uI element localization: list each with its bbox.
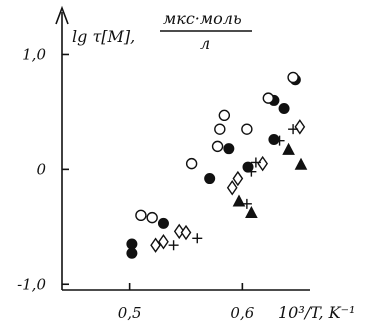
open-circle-point xyxy=(262,92,274,104)
open-diamond-point xyxy=(150,237,161,253)
filled-circle-point xyxy=(157,217,169,229)
y-axis-unit-denominator: л xyxy=(200,34,210,53)
filled-circle-point xyxy=(278,102,290,114)
axes xyxy=(55,5,310,291)
open-diamond-point xyxy=(232,170,244,187)
plus-point xyxy=(274,135,285,146)
x-tick-label: 0,5 xyxy=(118,304,142,322)
filled-circle-point xyxy=(268,133,280,145)
x-tick-label: 0,6 xyxy=(230,304,254,322)
filled-triangle-point xyxy=(294,157,308,170)
y-axis-label: lg τ[M], xyxy=(72,27,135,46)
open-circle-point xyxy=(211,140,224,153)
x-ticks: 0,5 0,6 xyxy=(118,283,255,322)
y-ticks: 1,0 0 -1,0 xyxy=(17,45,69,293)
open-diamond-point xyxy=(180,224,192,241)
plus-point xyxy=(246,166,257,177)
open-circle-point xyxy=(214,123,226,135)
filled-triangle-point xyxy=(232,194,246,207)
filled-circle-point xyxy=(204,173,216,185)
filled-triangle-point xyxy=(245,205,258,219)
y-tick-label: 1,0 xyxy=(22,45,46,63)
y-tick-label: 0 xyxy=(36,160,46,178)
open-circle-point xyxy=(241,123,253,135)
open-diamond-point xyxy=(257,155,269,172)
filled-circle-point xyxy=(126,238,138,250)
open-diamond-point xyxy=(226,180,238,196)
open-circle-point xyxy=(218,109,231,122)
open-diamond-point xyxy=(173,223,185,240)
open-circle-point xyxy=(287,71,299,84)
open-diamond-point xyxy=(158,234,169,250)
data-points xyxy=(126,71,308,259)
open-circle-point xyxy=(146,211,158,224)
y-axis-unit-numerator: мкс·моль xyxy=(163,9,242,28)
plus-point xyxy=(241,198,252,209)
open-circle-point xyxy=(135,209,147,222)
plus-point xyxy=(250,157,261,168)
filled-circle-point xyxy=(126,247,138,259)
y-tick-label: -1,0 xyxy=(17,275,46,293)
filled-circle-point xyxy=(223,143,235,155)
x-axis-label: 10³/T, K⁻¹ xyxy=(278,303,355,322)
open-diamond-point xyxy=(294,119,306,135)
plus-point xyxy=(168,240,179,251)
y-axis-arrow xyxy=(55,5,69,25)
filled-triangle-point xyxy=(282,142,295,155)
plus-point xyxy=(192,233,203,244)
plus-point xyxy=(288,124,299,135)
open-circle-point xyxy=(185,157,198,170)
